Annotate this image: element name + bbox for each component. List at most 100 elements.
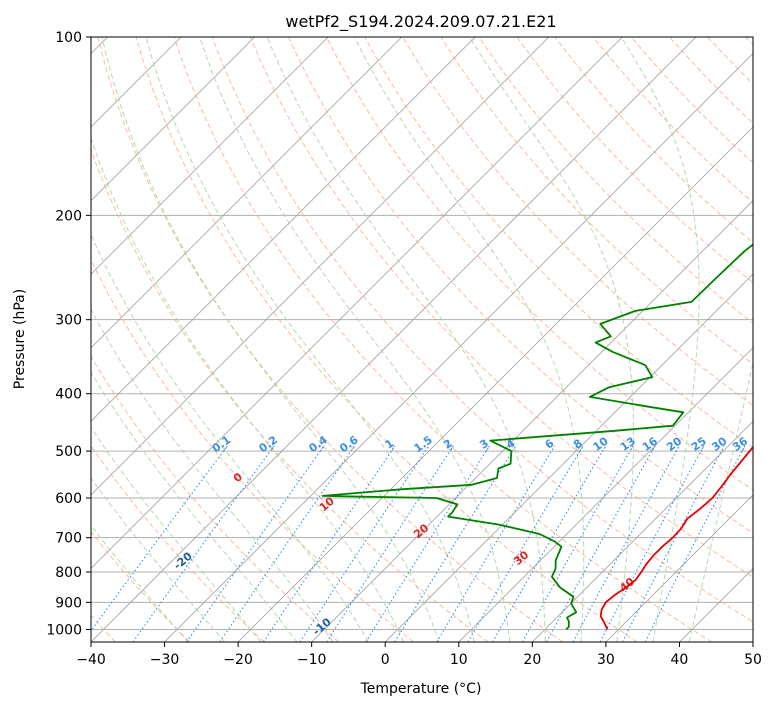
x-tick-label: 10: [450, 652, 468, 668]
dry-adiabat: [91, 355, 340, 642]
x-tick-label: −40: [76, 652, 106, 668]
moist-adiabat: [688, 360, 753, 642]
dry-adiabat: [91, 258, 414, 642]
isotherm-line: [458, 347, 753, 642]
mixing-ratio-label: 0.4: [306, 433, 330, 455]
dry-adiabat: [707, 37, 753, 85]
isotherm-line: [679, 567, 753, 642]
dry-adiabat: [402, 37, 753, 407]
dry-adiabat: [669, 37, 753, 125]
mixing-ratio-label: 3: [477, 437, 491, 452]
dry-adiabat-label: -20: [171, 549, 195, 572]
isotherm-line: [91, 37, 476, 422]
x-tick-label: 0: [381, 652, 390, 668]
dry-adiabat: [173, 37, 713, 642]
mixing-ratio-line: [132, 445, 275, 642]
isotherm-line: [532, 420, 753, 642]
mixing-ratio-line: [467, 445, 584, 642]
y-tick-label: 500: [55, 444, 82, 460]
mixing-ratio-label: 0.1: [210, 433, 233, 455]
mixing-ratio-line: [599, 445, 705, 642]
dry-adiabat: [135, 37, 638, 642]
x-tick-label: 50: [744, 652, 762, 668]
dry-adiabat: [249, 37, 753, 578]
isotherm-line: [237, 126, 753, 642]
series-layer: [321, 243, 753, 631]
isotherm-line: [91, 37, 550, 496]
y-tick-label: 900: [55, 595, 82, 611]
moist-adiabat: [91, 524, 189, 642]
isotherm-line: [384, 273, 753, 642]
dry-adiabat-label: 30: [511, 548, 531, 568]
temperature-profile: [599, 445, 753, 630]
x-axis-title: Temperature (°C): [360, 681, 482, 697]
y-axis: 100 200 300 400 500 600 700 800 900 1000: [46, 30, 91, 638]
moist-adiabat: [145, 37, 475, 642]
y-tick-label: 100: [55, 30, 82, 46]
moist-adiabat: [91, 477, 226, 642]
isotherm-line: [91, 37, 403, 349]
isotherm-line: [91, 37, 255, 202]
dry-adiabat: [91, 148, 489, 642]
y-tick-label: 600: [55, 491, 82, 507]
x-tick-label: −30: [150, 652, 180, 668]
mixing-ratio-label: 2: [441, 437, 455, 452]
mixing-ratio-label: 1.5: [412, 433, 435, 455]
dry-adiabat: [364, 37, 753, 449]
moist-adiabat: [469, 37, 634, 642]
isotherm-line: [91, 37, 623, 570]
dry-adiabat: [440, 37, 753, 365]
y-axis-title: Pressure (hPa): [12, 289, 28, 389]
dry-adiabat: [478, 37, 753, 324]
moist-adiabat: [91, 308, 334, 642]
isotherm-line: [311, 200, 753, 642]
mixing-ratio-line: [492, 445, 607, 642]
mixing-ratio-line: [522, 445, 634, 642]
mixing-ratio-line: [219, 445, 356, 642]
moist-adiabat: [101, 37, 440, 642]
mixing-ratio-line: [394, 445, 517, 642]
moist-adiabat: [199, 37, 511, 642]
y-tick-label: 200: [55, 208, 82, 224]
dry-adiabat: [516, 37, 753, 284]
mixing-ratio-line: [299, 445, 430, 642]
y-tick-label: 300: [55, 313, 82, 329]
moist-adiabat: [620, 37, 700, 642]
isotherm-line: [605, 494, 753, 642]
y-tick-label: 1000: [46, 622, 82, 638]
dry-adiabat: [211, 37, 753, 623]
moist-adiabat: [91, 233, 369, 642]
moist-adiabat: [91, 136, 405, 642]
dry-adiabat: [592, 37, 753, 204]
mixing-ratio-line: [436, 445, 556, 642]
dry-adiabat: [554, 37, 753, 244]
background-lines: [91, 37, 753, 642]
isotherm-line: [752, 641, 753, 642]
moist-adiabat: [353, 37, 585, 642]
y-tick-label: 700: [55, 531, 82, 547]
isotherm-line: [91, 37, 329, 275]
moist-adiabat: [91, 371, 298, 642]
dewpoint-profile: [321, 243, 753, 631]
x-tick-label: 30: [597, 652, 615, 668]
plot-frame: [90, 36, 754, 643]
x-tick-label: −20: [223, 652, 253, 668]
mixing-ratio-label: 1: [383, 437, 397, 452]
x-tick-label: −10: [297, 652, 327, 668]
moist-adiabat: [266, 37, 546, 642]
mixing-ratio-line: [644, 445, 746, 642]
isotherm-line: [164, 52, 753, 642]
moist-adiabat: [91, 426, 262, 642]
dry-adiabat: [91, 445, 265, 642]
mixing-ratio-line: [365, 445, 490, 642]
dry-adiabat: [745, 37, 753, 46]
mixing-ratio-label: 6: [543, 437, 557, 452]
x-tick-label: 20: [523, 652, 541, 668]
mixing-ratio-line: [91, 445, 228, 632]
mixing-ratio-label: 0.6: [337, 433, 361, 455]
x-tick-label: 40: [671, 652, 689, 668]
chart-title: wetPf2_S194.2024.209.07.21.E21: [285, 12, 556, 32]
mixing-ratio-line: [546, 445, 656, 642]
dry-adiabat: [91, 531, 191, 642]
